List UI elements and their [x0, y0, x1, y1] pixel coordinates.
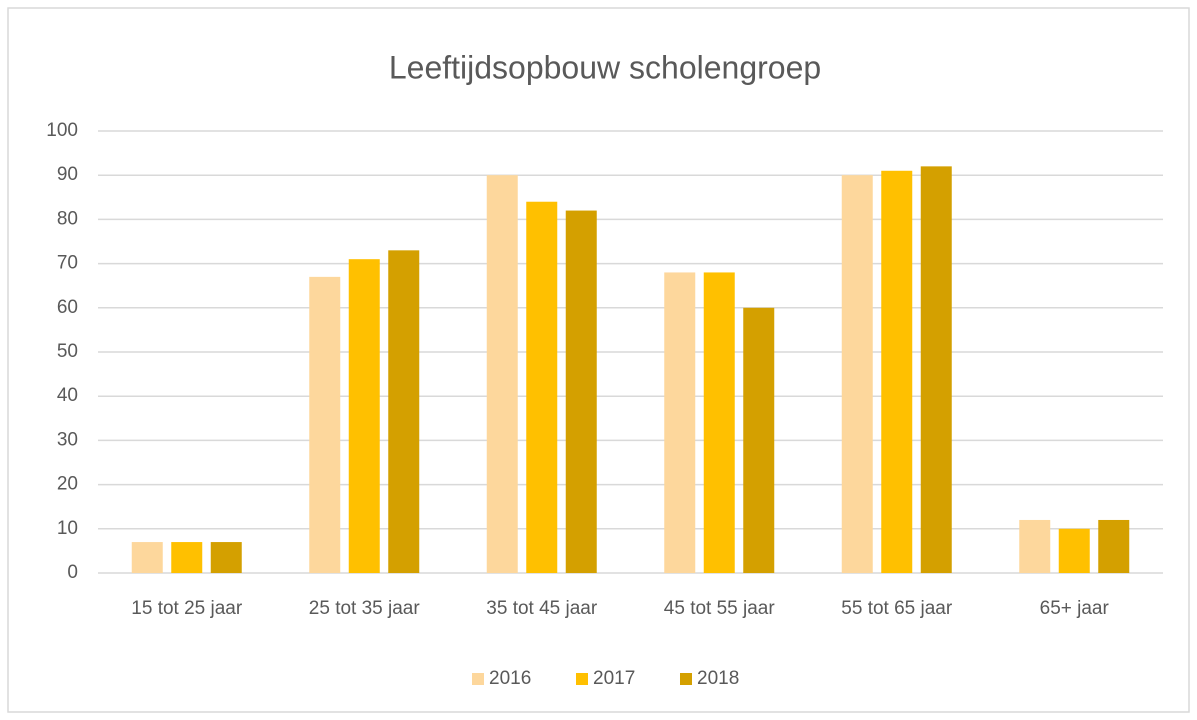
bar	[703, 272, 735, 573]
bar	[171, 542, 203, 573]
y-tick-label: 0	[67, 562, 78, 583]
y-tick-label: 30	[57, 429, 78, 450]
x-tick-label: 55 tot 65 jaar	[841, 598, 953, 619]
legend-swatch	[680, 673, 692, 685]
y-tick-label: 80	[57, 208, 78, 229]
bar	[486, 175, 518, 573]
bar	[526, 201, 558, 573]
y-tick-label: 40	[57, 385, 78, 406]
bar	[309, 276, 341, 573]
y-tick-label: 90	[57, 164, 78, 185]
x-tick-label: 25 tot 35 jaar	[309, 598, 421, 619]
legend-swatch	[576, 673, 588, 685]
bar	[920, 166, 952, 574]
x-tick-label: 35 tot 45 jaar	[486, 598, 598, 619]
y-tick-label: 100	[46, 120, 78, 141]
legend-swatch	[472, 673, 484, 685]
bar	[841, 175, 873, 573]
y-tick-label: 10	[57, 518, 78, 539]
bar	[1019, 519, 1051, 573]
bar	[131, 542, 163, 573]
y-tick-label: 70	[57, 253, 78, 274]
y-tick-label: 50	[57, 341, 78, 362]
bar	[210, 542, 242, 573]
bar	[565, 210, 597, 573]
bar	[348, 259, 380, 573]
legend-label: 2017	[593, 668, 635, 689]
y-tick-label: 20	[57, 474, 78, 495]
bar	[881, 170, 913, 573]
legend-label: 2016	[489, 668, 531, 689]
bar	[664, 272, 696, 573]
bar	[1058, 528, 1090, 573]
legend-label: 2018	[697, 668, 739, 689]
y-tick-label: 60	[57, 297, 78, 318]
bar	[1098, 519, 1130, 573]
x-tick-label: 45 tot 55 jaar	[664, 598, 776, 619]
x-tick-label: 15 tot 25 jaar	[131, 598, 243, 619]
chart-title: Leeftijdsopbouw scholengroep	[389, 49, 821, 85]
bar	[743, 307, 775, 573]
x-tick-label: 65+ jaar	[1040, 598, 1110, 619]
chart-border	[7, 7, 1190, 713]
bar	[388, 250, 420, 573]
